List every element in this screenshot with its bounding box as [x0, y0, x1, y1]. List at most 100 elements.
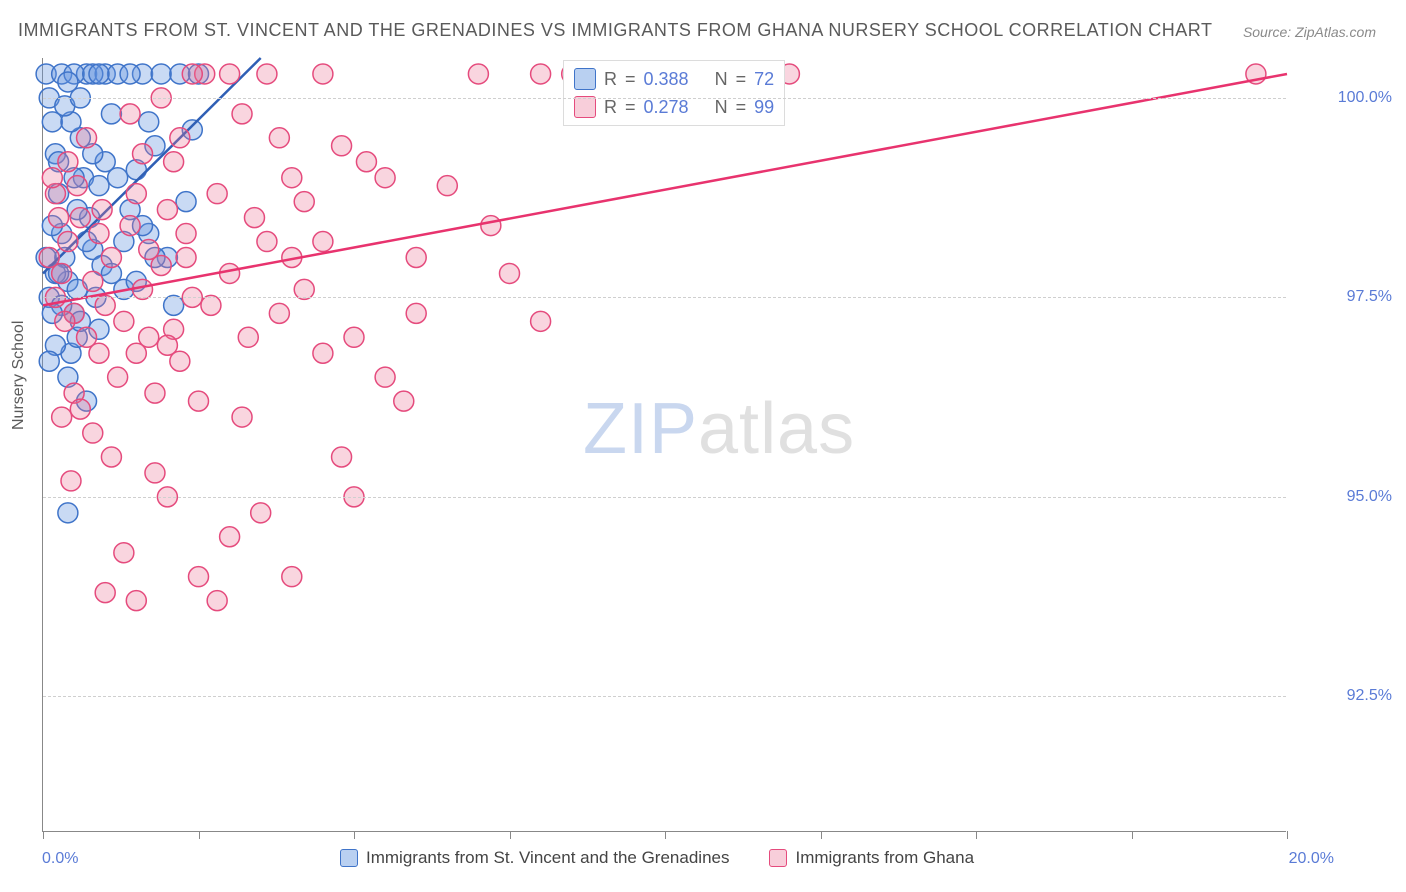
bottom-legend: Immigrants from St. Vincent and the Gren…	[340, 848, 974, 868]
scatter-point	[282, 168, 302, 188]
eq-label: =	[625, 65, 636, 93]
scatter-point	[356, 152, 376, 172]
scatter-point	[238, 327, 258, 347]
scatter-point	[220, 527, 240, 547]
scatter-point	[151, 255, 171, 275]
r-label: R	[604, 65, 617, 93]
x-tick	[976, 831, 977, 839]
x-tick	[1287, 831, 1288, 839]
scatter-point	[257, 232, 277, 252]
scatter-point	[139, 112, 159, 132]
y-axis-label: Nursery School	[10, 321, 28, 430]
scatter-point	[145, 383, 165, 403]
scatter-point	[89, 64, 109, 84]
scatter-point	[375, 367, 395, 387]
y-tick-label: 95.0%	[1347, 488, 1392, 506]
scatter-point	[157, 335, 177, 355]
scatter-point	[101, 247, 121, 267]
x-min-label: 0.0%	[42, 850, 78, 868]
chart-title: IMMIGRANTS FROM ST. VINCENT AND THE GREN…	[18, 20, 1212, 41]
scatter-point	[257, 64, 277, 84]
stats-legend: R = 0.388 N = 72 R = 0.278 N = 99	[563, 60, 785, 126]
scatter-point	[344, 327, 364, 347]
scatter-point	[92, 200, 112, 220]
x-tick	[43, 831, 44, 839]
scatter-point	[89, 343, 109, 363]
scatter-point	[313, 232, 333, 252]
gridline-h	[43, 696, 1286, 697]
scatter-point	[145, 463, 165, 483]
scatter-point	[282, 567, 302, 587]
scatter-point	[437, 176, 457, 196]
scatter-point	[500, 263, 520, 283]
scatter-point	[332, 136, 352, 156]
scatter-point	[313, 343, 333, 363]
scatter-point	[406, 247, 426, 267]
scatter-point	[182, 64, 202, 84]
scatter-point	[332, 447, 352, 467]
scatter-point	[58, 152, 78, 172]
stats-row-svg: R = 0.388 N = 72	[574, 65, 774, 93]
scatter-point	[58, 72, 78, 92]
scatter-point	[70, 208, 90, 228]
legend-label-svg: Immigrants from St. Vincent and the Gren…	[366, 848, 729, 868]
scatter-point	[269, 303, 289, 323]
scatter-point	[52, 407, 72, 427]
scatter-point	[49, 208, 69, 228]
scatter-point	[176, 192, 196, 212]
scatter-point	[406, 303, 426, 323]
source-label: Source: ZipAtlas.com	[1243, 24, 1376, 40]
scatter-point	[244, 208, 264, 228]
r-value-svg: 0.388	[644, 65, 689, 93]
bottom-legend-item-ghana: Immigrants from Ghana	[769, 848, 974, 868]
scatter-point	[468, 64, 488, 84]
scatter-point	[120, 104, 140, 124]
gridline-h	[43, 98, 1286, 99]
scatter-point	[101, 447, 121, 467]
scatter-point	[101, 104, 121, 124]
scatter-point	[232, 407, 252, 427]
scatter-point	[126, 591, 146, 611]
plot-area: ZIPatlas R = 0.388 N = 72 R = 0.278 N = …	[42, 58, 1286, 832]
scatter-point	[58, 503, 78, 523]
scatter-point	[164, 152, 184, 172]
x-tick	[510, 831, 511, 839]
n-value-svg: 72	[754, 65, 774, 93]
x-tick	[354, 831, 355, 839]
scatter-point	[42, 168, 62, 188]
y-tick-label: 97.5%	[1347, 288, 1392, 306]
scatter-point	[108, 168, 128, 188]
scatter-point	[176, 247, 196, 267]
scatter-point	[294, 192, 314, 212]
scatter-point	[189, 391, 209, 411]
scatter-point	[220, 263, 240, 283]
scatter-point	[269, 128, 289, 148]
scatter-point	[139, 327, 159, 347]
scatter-point	[481, 216, 501, 236]
scatter-point	[61, 471, 81, 491]
scatter-point	[114, 311, 134, 331]
y-tick-label: 92.5%	[1347, 687, 1392, 705]
scatter-point	[67, 176, 87, 196]
eq-label-2: =	[736, 65, 747, 93]
swatch-pink-icon	[574, 96, 596, 118]
x-tick	[1132, 831, 1133, 839]
x-tick	[199, 831, 200, 839]
gridline-h	[43, 497, 1286, 498]
scatter-point	[220, 64, 240, 84]
gridline-h	[43, 297, 1286, 298]
scatter-point	[207, 184, 227, 204]
scatter-point	[83, 423, 103, 443]
scatter-point	[251, 503, 271, 523]
x-max-label: 20.0%	[1289, 850, 1334, 868]
scatter-point	[95, 583, 115, 603]
scatter-point	[531, 64, 551, 84]
scatter-point	[108, 367, 128, 387]
scatter-point	[170, 128, 190, 148]
bottom-legend-item-svg: Immigrants from St. Vincent and the Gren…	[340, 848, 729, 868]
scatter-point	[189, 567, 209, 587]
scatter-point	[58, 232, 78, 252]
plot-svg	[43, 58, 1286, 831]
x-tick	[665, 831, 666, 839]
scatter-point	[176, 224, 196, 244]
